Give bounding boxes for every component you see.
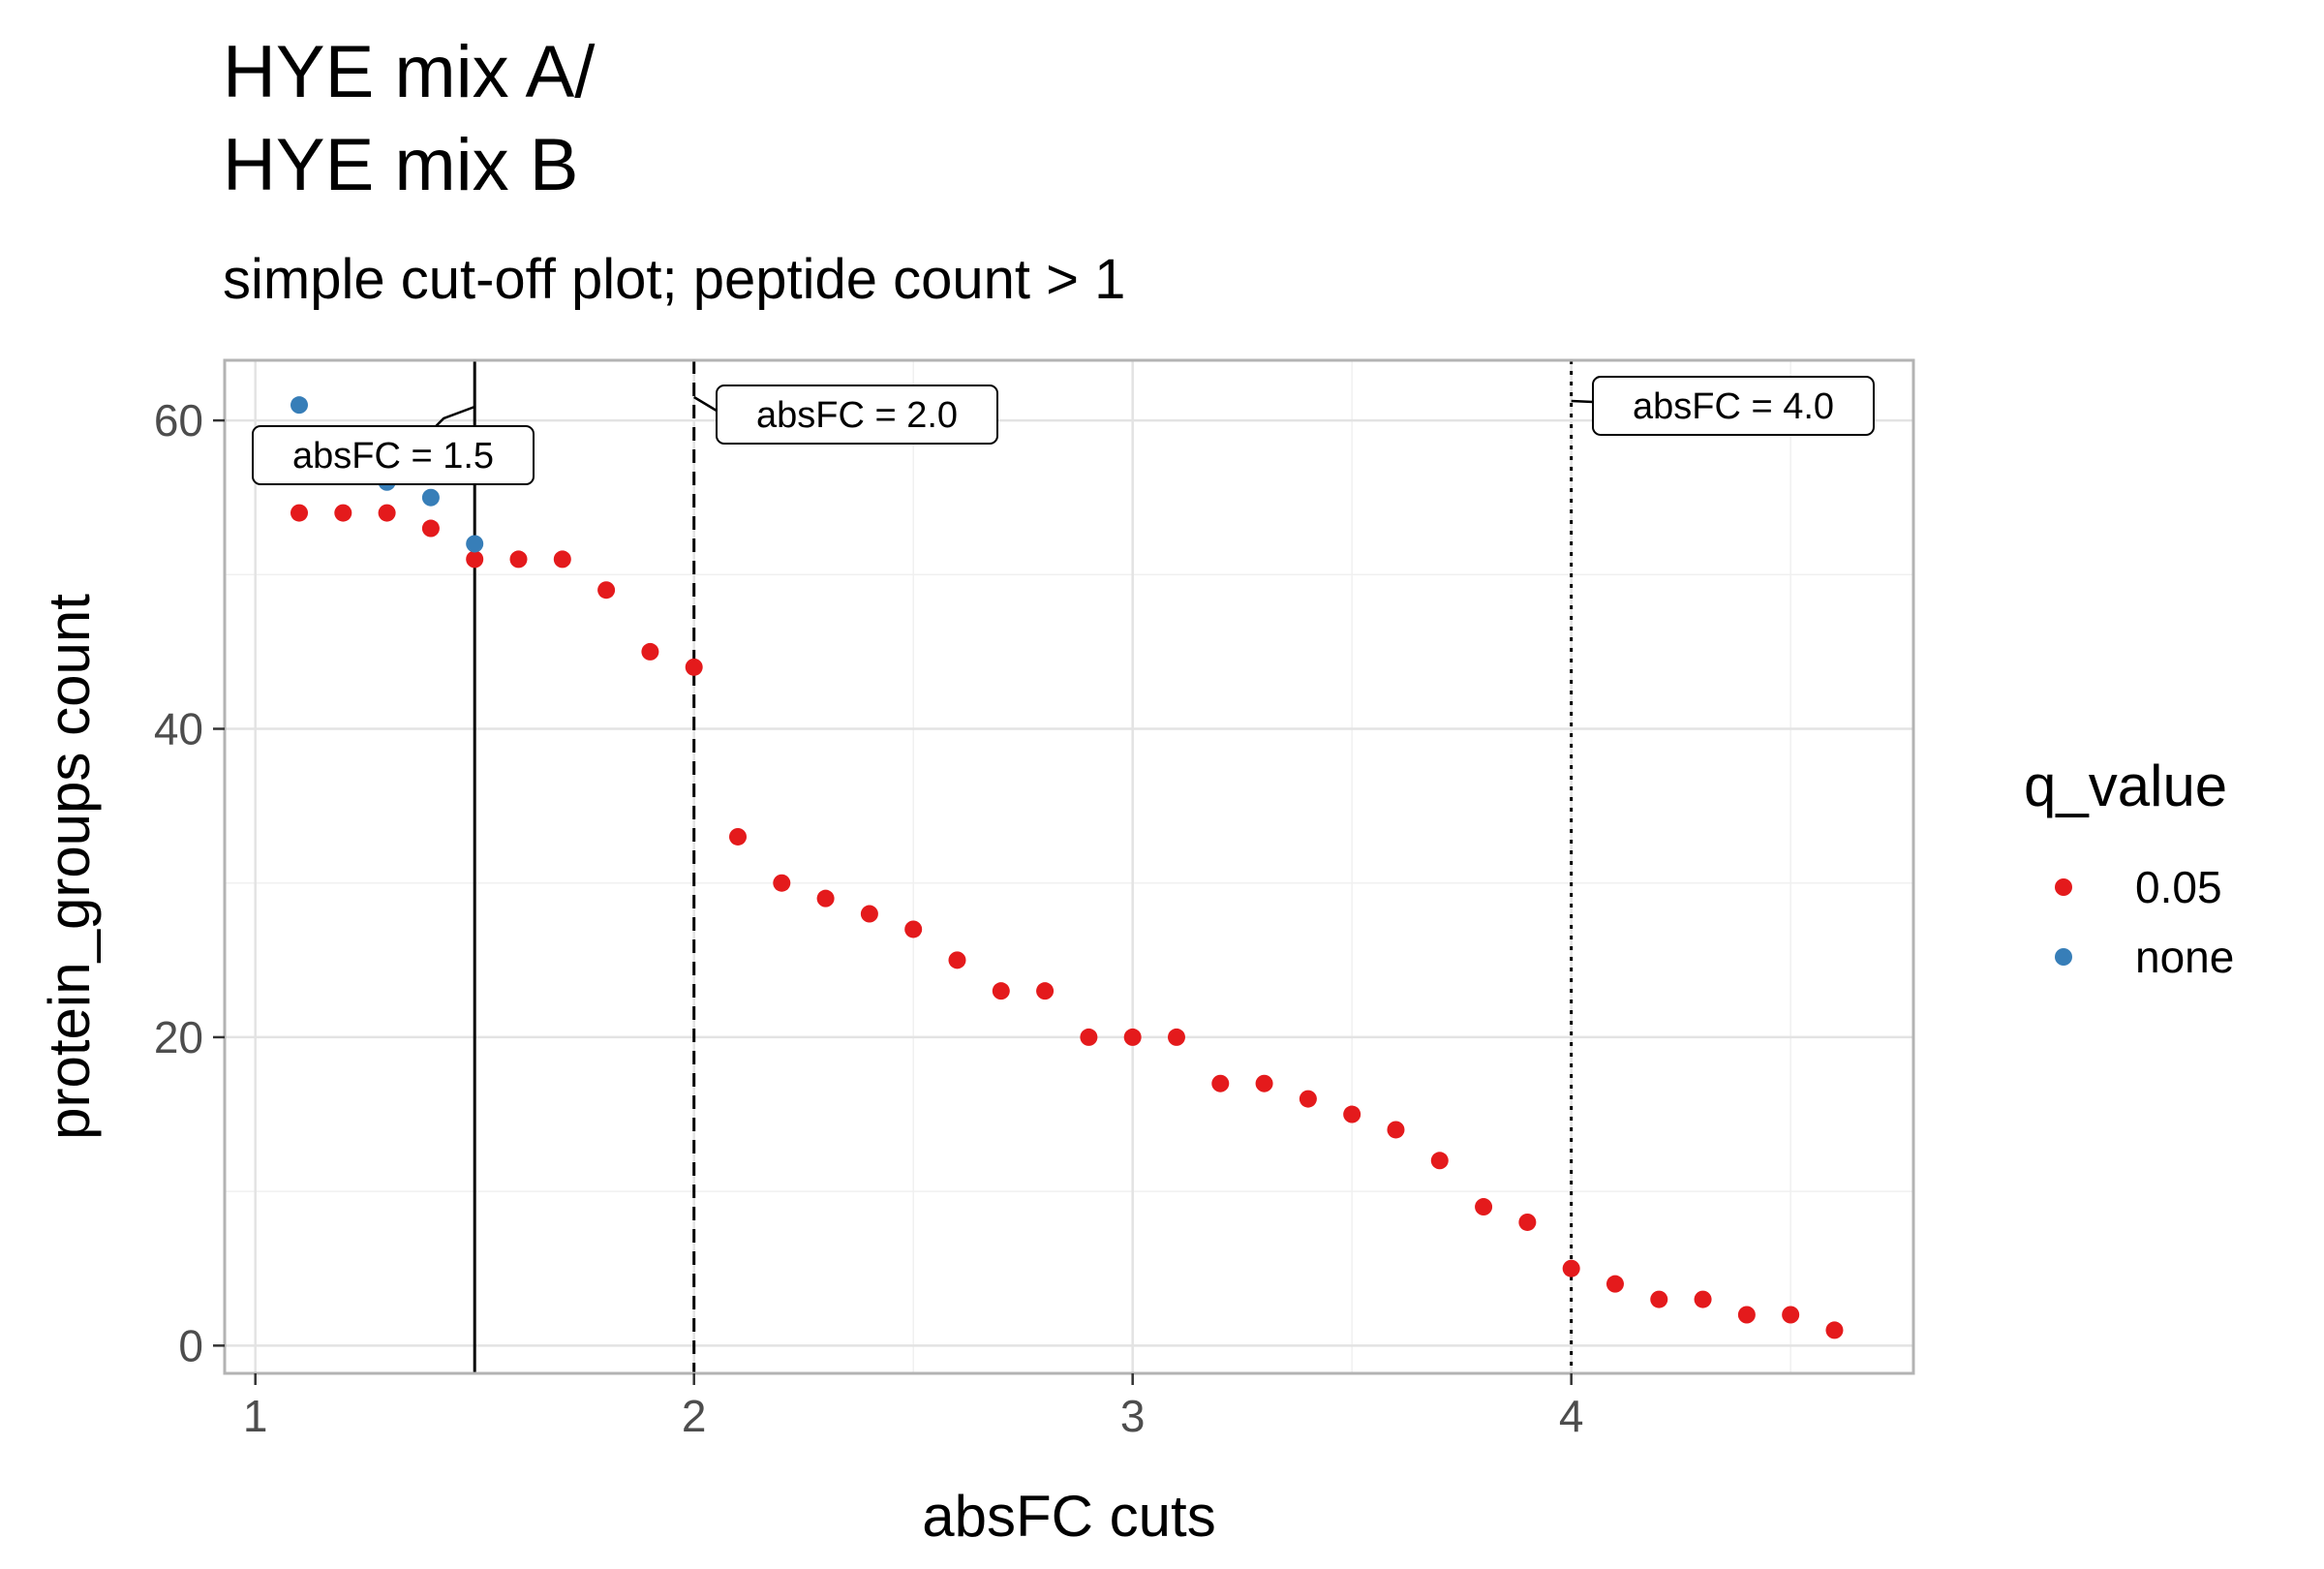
plot-border (223, 358, 1915, 1375)
legend-entries: 0.05 none (2055, 862, 2234, 982)
y-tick-label: 0 (178, 1320, 203, 1370)
point-0-05 (509, 550, 528, 569)
annotation-connector (693, 395, 718, 413)
x-tick-label: 3 (1120, 1391, 1146, 1441)
plot-panel (225, 360, 1913, 1373)
point-0-05 (1737, 1306, 1756, 1324)
chart-title-line-1: HYE mix A/ (223, 31, 596, 113)
chart-subtitle: simple cut-off plot; peptide count > 1 (223, 248, 1125, 311)
legend-title: q_value (2024, 754, 2227, 818)
point-0-05 (728, 827, 747, 846)
annotation-box (716, 385, 998, 445)
point-0-05 (290, 504, 309, 522)
point-0-05 (553, 550, 571, 569)
annotation-box (1592, 376, 1875, 436)
annotation-label: absFC = 2.0 (756, 395, 958, 436)
point-0-05 (1605, 1275, 1624, 1293)
point-0-05 (466, 550, 484, 569)
grid (225, 360, 1913, 1373)
point-0-05 (1430, 1152, 1449, 1170)
annotation-box (252, 425, 535, 485)
point-0-05 (1518, 1213, 1537, 1231)
point-none (290, 396, 309, 415)
point-0-05 (1167, 1028, 1185, 1046)
point-0-05 (1211, 1074, 1230, 1092)
annotation-label: absFC = 4.0 (1633, 386, 1834, 427)
point-0-05 (1694, 1290, 1712, 1308)
annotation-connector (435, 405, 475, 427)
point-none (421, 488, 440, 507)
point-0-05 (1650, 1290, 1668, 1308)
legend: q_value 0.05 none (2024, 754, 2234, 982)
point-0-05 (1387, 1121, 1405, 1139)
point-0-05 (1080, 1028, 1098, 1046)
point-0-05 (334, 504, 352, 522)
legend-label: 0.05 (2135, 862, 2222, 912)
point-0-05 (1562, 1259, 1580, 1277)
point-0-05 (816, 889, 835, 908)
point-0-05 (1825, 1321, 1844, 1339)
annotations: absFC = 1.5 absFC = 2.0 absFC = 4.0 (252, 376, 1875, 485)
point-none (466, 535, 484, 553)
point-0-05 (1299, 1090, 1317, 1108)
point-0-05 (1123, 1028, 1142, 1046)
x-tick-label: 4 (1559, 1391, 1584, 1441)
y-tick-label: 40 (154, 704, 203, 754)
point-0-05 (992, 982, 1010, 1000)
y-tick-label: 20 (154, 1012, 203, 1062)
point-0-05 (860, 905, 878, 923)
annotation-connector (1571, 399, 1594, 404)
point-0-05 (421, 519, 440, 538)
point-0-05 (1255, 1074, 1273, 1092)
x-tick-label: 1 (243, 1391, 268, 1441)
reference-lines (473, 360, 1574, 1373)
chart-title-line-2: HYE mix B (223, 124, 578, 206)
data-points (290, 396, 1844, 1339)
legend-key (2055, 878, 2072, 896)
y-tick-label: 60 (154, 395, 203, 446)
point-0-05 (1036, 982, 1055, 1000)
x-axis-title: absFC cuts (922, 1484, 1215, 1549)
point-0-05 (685, 658, 703, 676)
x-tick-label: 2 (682, 1391, 707, 1441)
point-0-05 (597, 581, 616, 600)
point-0-05 (1782, 1306, 1800, 1324)
point-0-05 (378, 504, 396, 522)
point-0-05 (641, 642, 659, 661)
legend-key (2055, 948, 2072, 966)
annotation-label: absFC = 1.5 (292, 436, 494, 477)
point-0-05 (904, 920, 923, 938)
point-0-05 (1343, 1105, 1361, 1123)
y-axis-title: protein_groups count (37, 594, 102, 1140)
point-0-05 (948, 951, 966, 969)
point-0-05 (773, 874, 791, 892)
point-0-05 (1475, 1198, 1493, 1216)
legend-label: none (2135, 932, 2234, 982)
